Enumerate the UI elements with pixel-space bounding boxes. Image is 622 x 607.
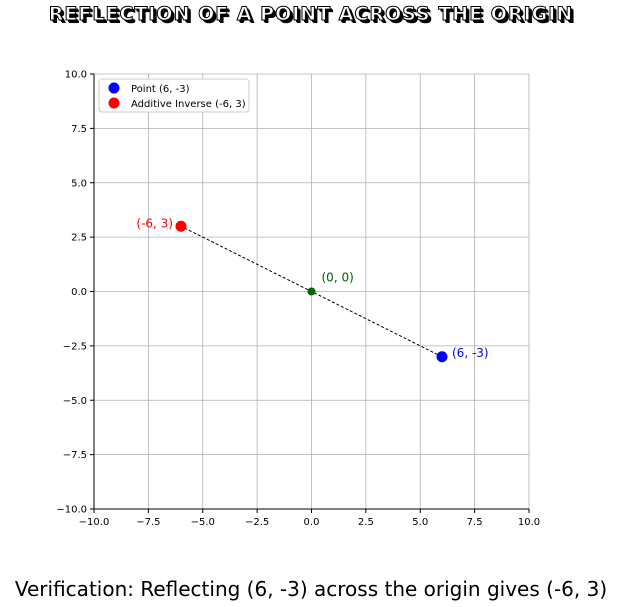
chart-title: Reflection of a Point Across the Origin [48, 3, 574, 26]
y-tick-label: 0.0 [71, 287, 87, 298]
x-tick-label: 7.5 [467, 517, 483, 528]
x-tick-label: 5.0 [412, 517, 428, 528]
x-tick-label: 2.5 [358, 517, 374, 528]
legend-box [98, 78, 250, 113]
x-tick-label: −2.5 [245, 517, 269, 528]
chart: −10.0−10.0 −7.5 −7.5 −5.0 −5.0 −2.5 −2.5 0.0 0.0… [56, 70, 540, 529]
x-tick-label: 10.0 [518, 517, 540, 528]
point-label: (6, -3) [452, 346, 489, 360]
y-tick-label: 7.5 [71, 124, 87, 135]
inverse-marker [175, 220, 187, 232]
legend-marker-point [108, 82, 120, 94]
point-marker [436, 351, 448, 363]
y-tick-label: −5.0 [63, 396, 87, 407]
legend-marker-inverse [108, 97, 120, 109]
x-tick-label: 0.0 [304, 517, 320, 528]
legend-label-point: Point (6, -3) [131, 84, 190, 95]
legend-label-inverse: Additive Inverse (-6, 3) [131, 99, 246, 110]
x-tick-label: −5.0 [191, 517, 215, 528]
y-tick-label: −7.5 [63, 450, 87, 461]
origin-marker [307, 287, 316, 296]
origin-label: (0, 0) [322, 271, 354, 285]
x-tick-label: −7.5 [136, 517, 160, 528]
y-tick-label: −2.5 [63, 341, 87, 352]
inverse-label: (-6, 3) [136, 216, 173, 230]
y-tick-label: 5.0 [71, 178, 87, 189]
x-tick-label: −10.0 [79, 517, 110, 528]
y-tick-label: 2.5 [71, 233, 87, 244]
y-tick-label: 10.0 [65, 70, 87, 81]
y-tick-label: −10.0 [56, 505, 87, 516]
verification-text: Verification: Reflecting (6, -3) across … [14, 577, 608, 601]
